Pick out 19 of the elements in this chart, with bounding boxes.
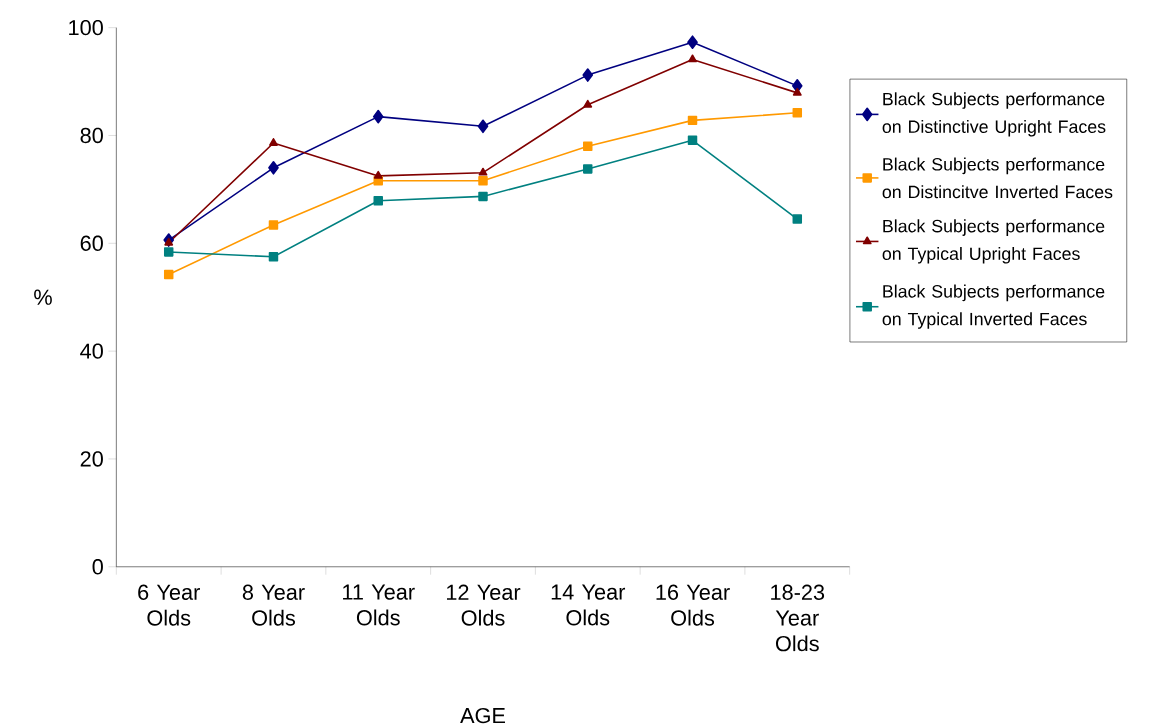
y-tick-label: 100	[69, 20, 103, 36]
y-tick-label: 80	[80, 127, 103, 144]
y-tick-label: 60	[80, 235, 103, 252]
legend-label: Black Subjects performance on Distinctive Upright Faces	[882, 92, 1106, 137]
y-tick-label: 0	[92, 559, 103, 575]
y-tick-label: 20	[80, 451, 103, 467]
x-tick-label: 6 Year Olds	[138, 584, 200, 626]
x-tick-label: 14 Year Olds	[551, 584, 626, 626]
x-tick-label: 8 Year Olds	[242, 584, 305, 626]
legend-label: Black Subjects performance on Typical Inverted Faces	[882, 284, 1105, 330]
x-tick-label: 11 Year Olds	[343, 584, 415, 626]
legend-label: Black Subjects performance on Distincitve Inverted Faces	[882, 157, 1113, 199]
x-tick-label: 16 Year Olds	[656, 584, 730, 626]
x-tick-label: 12 Year Olds	[447, 584, 521, 626]
legend-label: Black Subjects performance on Typical Upright Faces	[882, 219, 1105, 264]
x-tick-label: 18-23 Year Olds	[771, 584, 825, 652]
x-axis-title: AGE	[460, 708, 505, 724]
y-tick-label: 40	[80, 343, 103, 359]
y-axis-title: %	[34, 289, 52, 305]
